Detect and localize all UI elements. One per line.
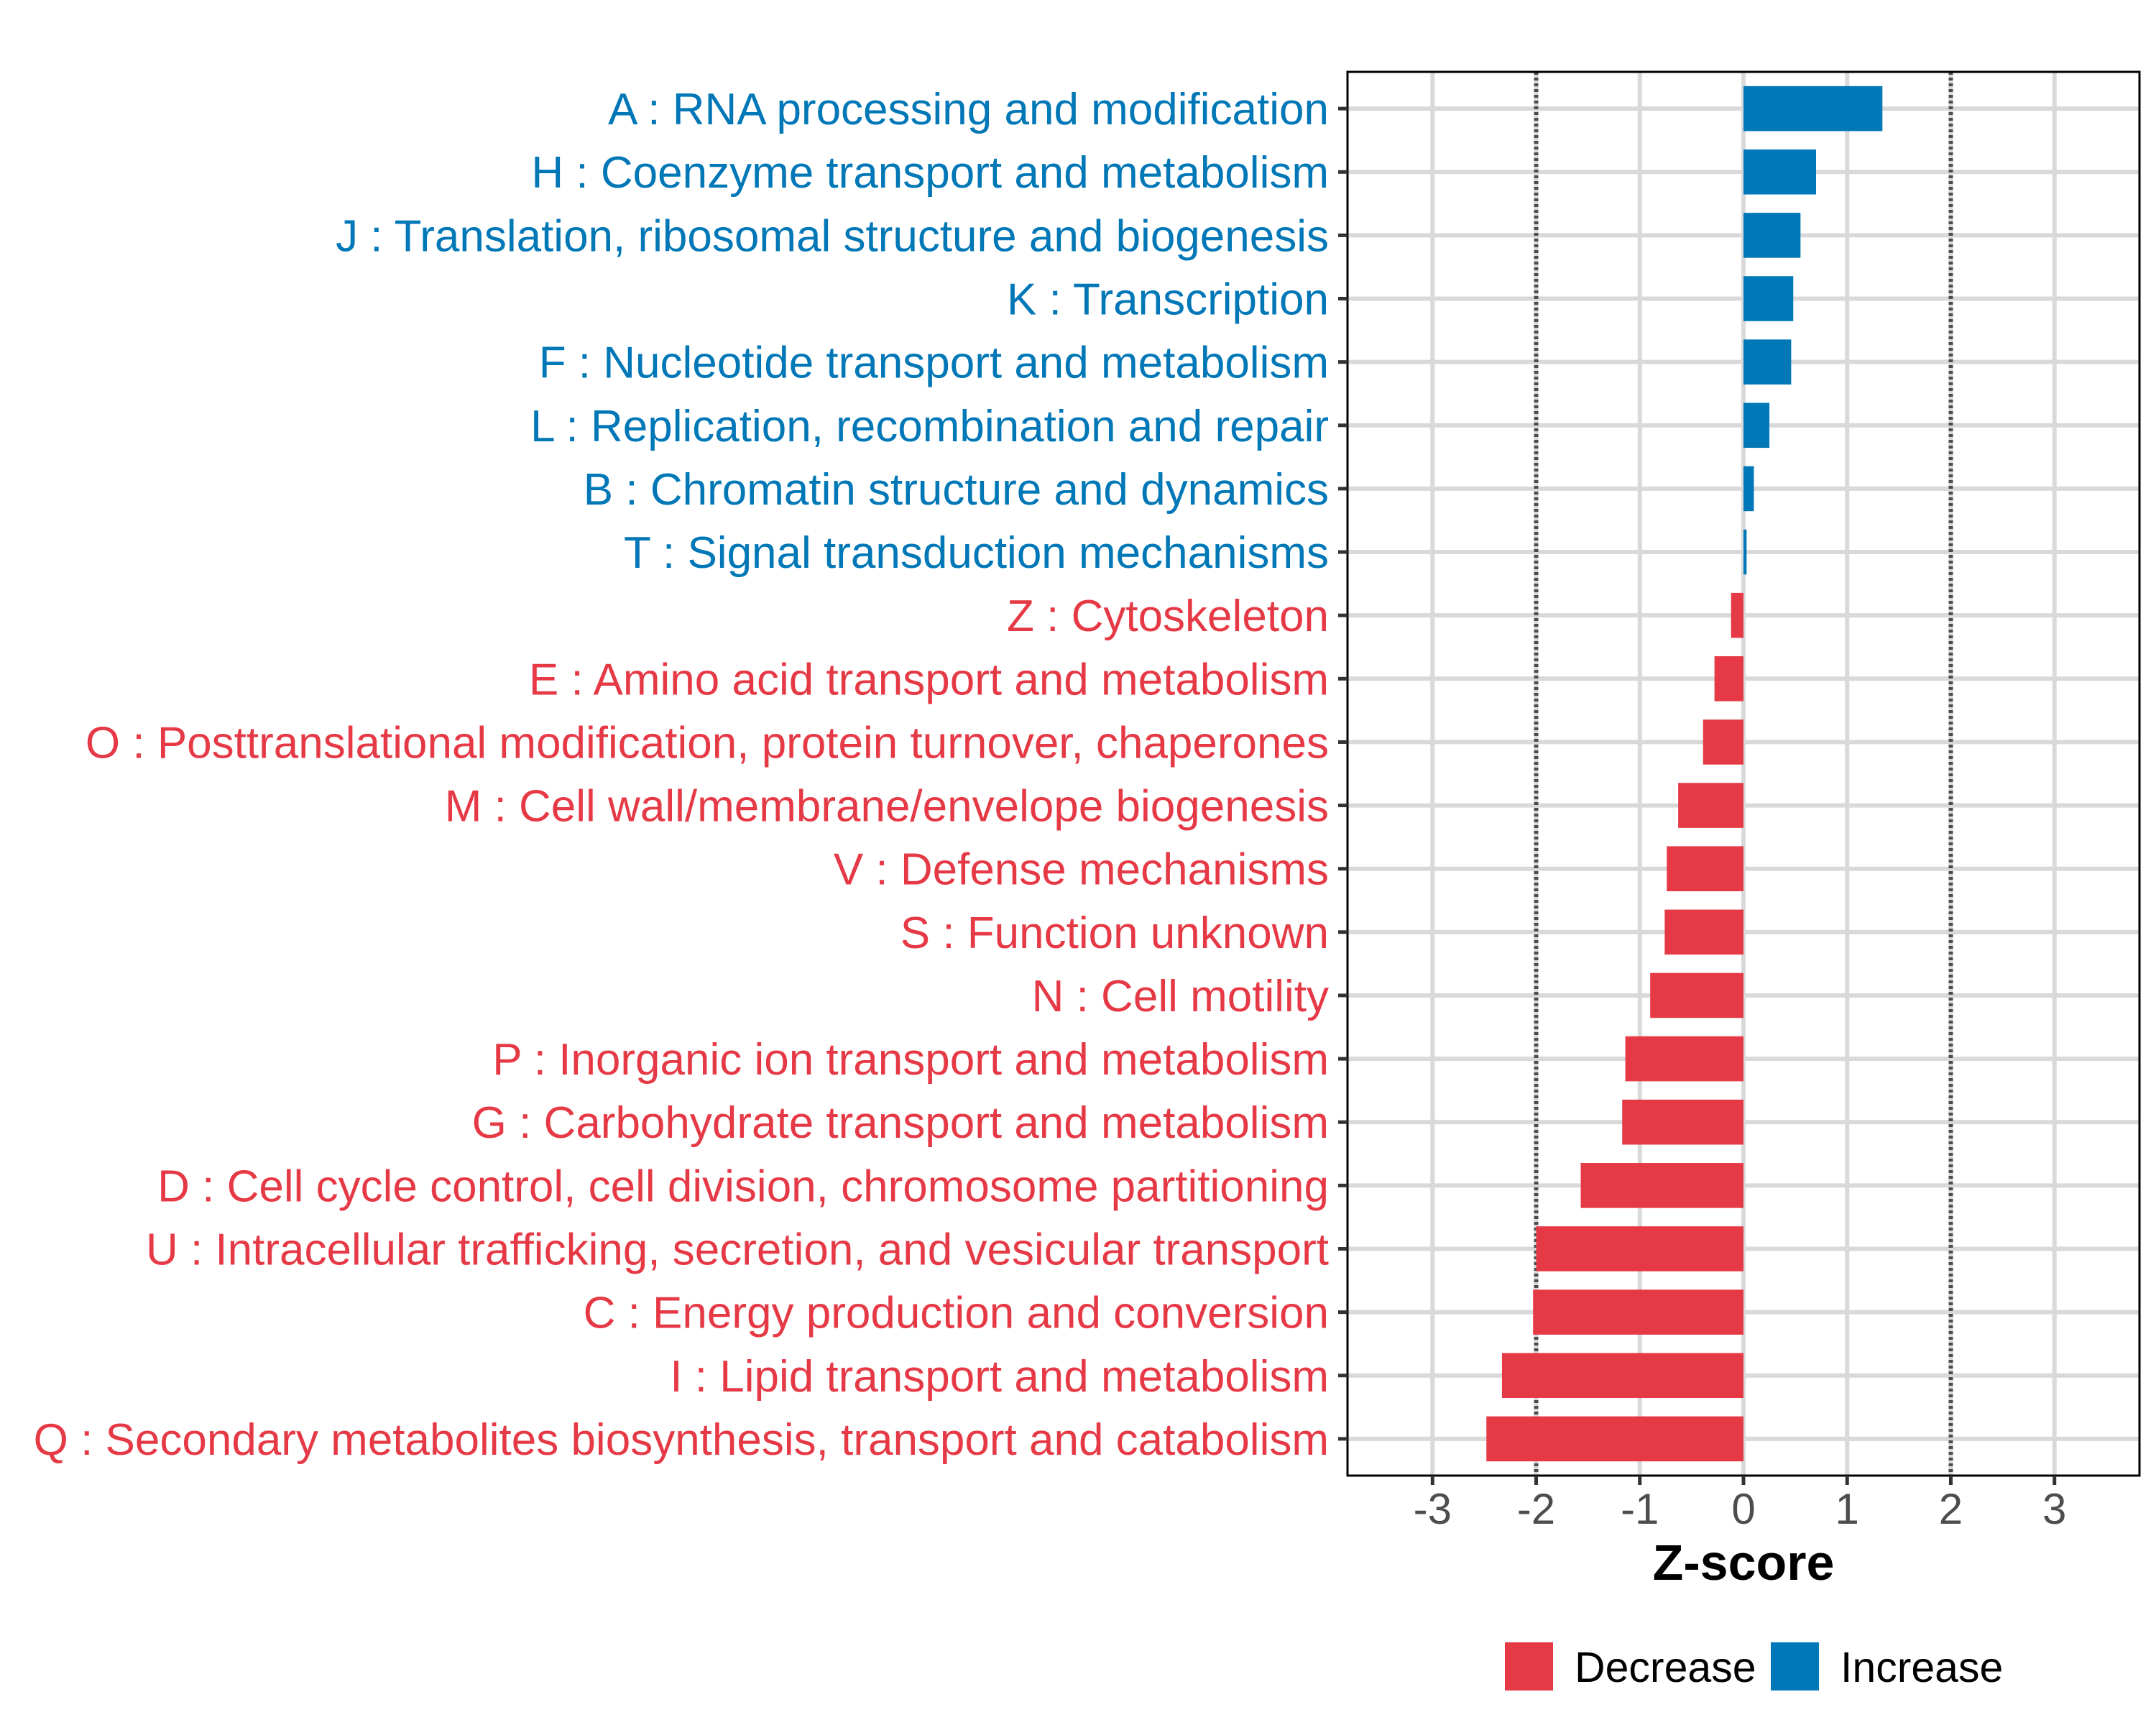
category-label: O : Posttranslational modification, prot…: [86, 718, 1329, 768]
legend-label-decrease: Decrease: [1575, 1644, 1756, 1691]
bar: [1743, 466, 1754, 512]
bar: [1501, 1353, 1743, 1399]
category-label: Q : Secondary metabolites biosynthesis, …: [34, 1415, 1329, 1465]
y-axis-ticks: [1338, 106, 1348, 1441]
category-label: U : Intracellular trafficking, secretion…: [146, 1225, 1329, 1274]
category-label: S : Function unknown: [900, 908, 1329, 958]
x-tick-label: 2: [1939, 1485, 1963, 1533]
bar: [1743, 213, 1801, 258]
bar: [1743, 149, 1816, 195]
bar: [1667, 846, 1743, 891]
category-label: E : Amino acid transport and metabolism: [529, 655, 1329, 704]
bar: [1664, 909, 1743, 955]
legend-swatch-increase: [1771, 1642, 1819, 1690]
bar: [1580, 1163, 1743, 1208]
bar: [1743, 402, 1770, 448]
category-label: J : Translation, ribosomal structure and…: [336, 211, 1329, 261]
category-label: D : Cell cycle control, cell division, c…: [157, 1162, 1329, 1211]
x-axis-title: Z-score: [1653, 1535, 1835, 1591]
category-label: I : Lipid transport and metabolism: [670, 1352, 1329, 1402]
category-label: B : Chromatin structure and dynamics: [584, 465, 1329, 515]
bar: [1714, 656, 1743, 702]
category-label: F : Nucleotide transport and metabolism: [539, 339, 1329, 388]
bar: [1625, 1036, 1743, 1082]
bar: [1743, 339, 1792, 385]
x-tick-label: 3: [2042, 1485, 2066, 1533]
category-label: A : RNA processing and modification: [608, 85, 1329, 134]
legend-swatch-decrease: [1505, 1642, 1553, 1690]
bars: [1486, 86, 1883, 1462]
bar: [1743, 276, 1794, 321]
bar: [1533, 1289, 1743, 1335]
category-label: M : Cell wall/membrane/envelope biogenes…: [445, 782, 1329, 832]
x-tick-label: 0: [1731, 1485, 1755, 1533]
bar: [1678, 783, 1743, 828]
bar: [1703, 719, 1743, 765]
category-label: K : Transcription: [1007, 275, 1329, 325]
bar: [1743, 86, 1883, 132]
bar: [1486, 1416, 1743, 1462]
x-axis-tick-labels: -3 -2 -1 0 1 2 3: [1414, 1485, 2067, 1533]
legend-label-increase: Increase: [1841, 1644, 2003, 1691]
bar: [1743, 529, 1747, 575]
category-label: Z : Cytoskeleton: [1007, 592, 1329, 641]
bar: [1731, 592, 1743, 638]
x-tick-label: -2: [1517, 1485, 1555, 1533]
category-label: T : Signal transduction mechanisms: [624, 528, 1329, 578]
bar: [1650, 972, 1743, 1018]
category-label: L : Replication, recombination and repai…: [530, 402, 1329, 451]
category-label: G : Carbohydrate transport and metabolis…: [472, 1098, 1329, 1148]
category-label: C : Energy production and conversion: [584, 1289, 1329, 1338]
bar: [1622, 1099, 1743, 1145]
category-label: V : Defense mechanisms: [834, 845, 1329, 895]
x-tick-label: -1: [1621, 1485, 1659, 1533]
legend: Decrease Increase: [1505, 1642, 2003, 1691]
category-label: N : Cell motility: [1032, 972, 1329, 1021]
x-tick-label: -3: [1414, 1485, 1452, 1533]
category-label: H : Coenzyme transport and metabolism: [531, 148, 1329, 198]
bar: [1536, 1226, 1743, 1271]
category-label: P : Inorganic ion transport and metaboli…: [492, 1035, 1329, 1085]
x-axis-ticks: [1430, 1476, 2057, 1485]
y-axis-category-labels: A : RNA processing and modification H : C…: [34, 85, 1329, 1465]
x-tick-label: 1: [1835, 1485, 1859, 1533]
